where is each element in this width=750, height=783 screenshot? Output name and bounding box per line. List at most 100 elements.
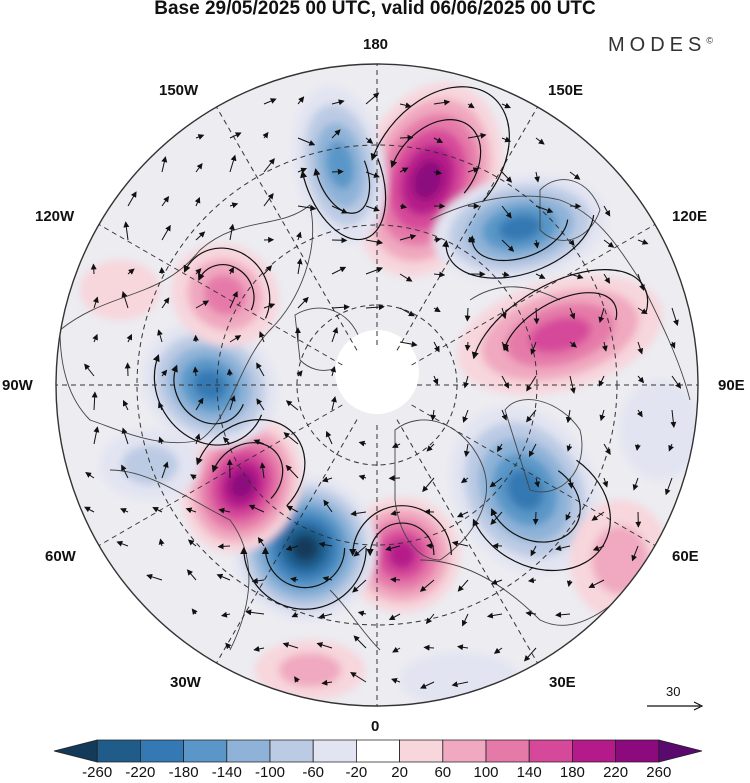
wind-vector xyxy=(433,169,442,176)
wind-vector xyxy=(526,409,537,423)
lon-label-150e: 150E xyxy=(548,82,584,99)
wind-vector xyxy=(353,635,367,649)
colorbar-swatch xyxy=(485,739,530,763)
wind-vector xyxy=(296,258,303,275)
wind-vector xyxy=(245,609,265,616)
wind-vector xyxy=(432,375,439,385)
wind-vector xyxy=(501,136,512,143)
wind-vector xyxy=(599,409,606,422)
wind-vector xyxy=(569,341,577,348)
wind-vector xyxy=(192,366,199,377)
streamline xyxy=(196,418,306,507)
wind-vector xyxy=(285,400,299,411)
wind-vector xyxy=(296,231,302,241)
wind-vector xyxy=(229,202,239,209)
wind-vector xyxy=(385,545,401,552)
wind-vector xyxy=(185,507,197,514)
wind-vector xyxy=(603,205,611,217)
wind-vector xyxy=(426,542,435,549)
wind-vector xyxy=(603,443,611,455)
coastline xyxy=(539,179,601,241)
streamline xyxy=(152,354,263,446)
coastline xyxy=(394,419,487,561)
lon-label-90w: 90W xyxy=(2,377,33,394)
anomaly-contour xyxy=(229,470,255,500)
wind-vector xyxy=(637,375,645,384)
wind-vector xyxy=(283,432,299,445)
wind-vector xyxy=(365,171,380,178)
wind-vector xyxy=(127,268,135,275)
wind-vector xyxy=(598,375,605,387)
wind-vector xyxy=(433,137,444,143)
wind-vector xyxy=(530,545,537,557)
wind-vector xyxy=(569,375,576,394)
wind-vector xyxy=(187,539,197,547)
wind-vector xyxy=(251,577,265,584)
lon-label-120e: 120E xyxy=(672,208,708,225)
wind-vector xyxy=(226,368,233,377)
colorbar-tick-label: -180 xyxy=(168,764,199,781)
wind-vector xyxy=(433,99,451,106)
wind-vector xyxy=(567,477,574,489)
wind-vector xyxy=(91,391,98,411)
wind-vector xyxy=(285,464,299,479)
wind-vector xyxy=(191,608,198,615)
wind-vector xyxy=(297,296,309,309)
wind-vector xyxy=(216,573,231,581)
brand-text: MODES xyxy=(608,34,707,56)
wind-vector xyxy=(296,370,303,377)
wind-vector xyxy=(116,540,129,547)
wind-vector xyxy=(257,537,265,547)
wind-vector xyxy=(467,102,475,109)
anomaly-contour xyxy=(387,540,417,570)
wind-vector xyxy=(316,642,333,649)
wind-vector xyxy=(121,291,129,309)
coastline xyxy=(504,399,583,493)
wind-vector xyxy=(229,154,237,173)
wind-vector xyxy=(225,642,232,650)
wind-vector xyxy=(161,369,168,377)
colorbar-swatch xyxy=(615,739,660,763)
wind-vector xyxy=(121,464,129,479)
wind-vector xyxy=(194,196,201,207)
wind-vector xyxy=(146,573,163,581)
wind-vector xyxy=(462,409,469,423)
wind-vector xyxy=(425,613,435,625)
wind-vector xyxy=(467,132,487,139)
anomaly-contour xyxy=(506,469,544,511)
streamline xyxy=(240,546,367,610)
wind-vector xyxy=(464,307,471,322)
wind-vector xyxy=(90,263,97,275)
wind-vector xyxy=(285,545,299,551)
colorbar-tick-label: 180 xyxy=(559,764,585,781)
lon-label-150w: 150W xyxy=(159,82,199,99)
modes-brand-logo: MODES© xyxy=(608,34,713,57)
streamline xyxy=(502,292,618,352)
wind-vector xyxy=(195,397,204,411)
colorbar-tick-label: -100 xyxy=(254,764,286,781)
wind-vector xyxy=(535,137,545,145)
wind-vector xyxy=(467,167,480,173)
coastline xyxy=(109,469,250,651)
wind-vector xyxy=(93,426,100,445)
wind-vector xyxy=(601,341,608,352)
wind-vector xyxy=(451,681,469,688)
wind-vector xyxy=(501,409,507,421)
wind-vector xyxy=(318,612,333,619)
wind-vector xyxy=(532,511,539,525)
colorbar-tick-label: -260 xyxy=(82,764,113,781)
colorbar-tick-label: 60 xyxy=(434,764,452,781)
wind-vector xyxy=(353,545,367,557)
wind-vector xyxy=(186,569,197,581)
wind-vector xyxy=(501,171,513,183)
anomaly-contour xyxy=(498,214,542,242)
wind-vector xyxy=(263,98,277,105)
streamline xyxy=(366,522,435,557)
reference-vector: 30 xyxy=(646,684,706,714)
wind-vector xyxy=(331,205,348,214)
wind-vector xyxy=(222,436,231,445)
wind-vector xyxy=(399,167,409,173)
colorbar-swatch xyxy=(442,739,487,763)
wind-vector xyxy=(365,92,380,105)
wind-vector xyxy=(321,679,333,686)
